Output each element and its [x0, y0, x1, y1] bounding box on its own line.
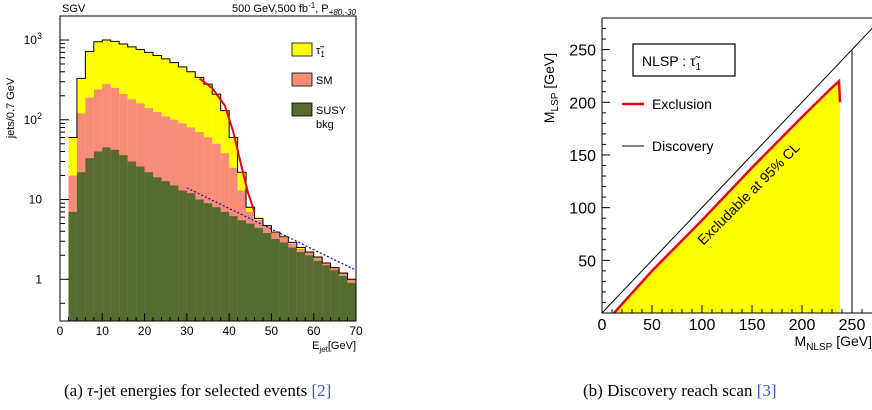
- histogram-bar-susy-bkg: [347, 282, 356, 321]
- x-tick-label: 70: [349, 324, 363, 338]
- histogram-bar-susy-bkg: [322, 265, 331, 321]
- histogram-bar-susy-bkg: [271, 239, 280, 321]
- x-tick-label: 0: [57, 324, 64, 338]
- x-tick-label: 10: [96, 324, 110, 338]
- histogram-bar-susy-bkg: [220, 211, 230, 321]
- legend-label-exclusion: Exclusion: [652, 96, 712, 112]
- histogram-bar-susy-bkg: [119, 155, 128, 321]
- caption-a: (a) τ-jet energies for selected events […: [64, 381, 332, 400]
- kinematic-diagonal: [601, 28, 872, 314]
- x-tick-label: 50: [265, 324, 279, 338]
- x-tick-label: 20: [138, 324, 152, 338]
- x-tick-label: 50: [643, 317, 661, 334]
- y-tick-label: 102: [24, 111, 42, 127]
- y-tick-label: 50: [578, 253, 596, 270]
- generator-label: SGV: [62, 3, 86, 15]
- histogram-bar-susy-bkg: [76, 172, 86, 321]
- histogram-bar-susy-bkg: [186, 193, 196, 321]
- y-tick-label: 150: [569, 148, 596, 165]
- x-tick-label: 60: [307, 324, 321, 338]
- y-axis-label: jets/0.7 GeV: [5, 77, 17, 139]
- histogram-bar-susy-bkg: [296, 251, 306, 321]
- legend-swatch-susy: [291, 102, 313, 117]
- citation-link-2[interactable]: [2]: [311, 381, 332, 400]
- run-conditions-label: 500 GeV,500 fb-1, P+80,-30: [232, 1, 357, 17]
- y-tick-label: 200: [569, 95, 596, 112]
- x-tick-label: 100: [689, 317, 716, 334]
- histogram-bar-susy-bkg: [246, 223, 255, 321]
- x-tick-label: 200: [789, 317, 816, 334]
- histogram-bar-susy-bkg: [203, 203, 213, 321]
- histogram-bar-susy-bkg: [136, 166, 145, 321]
- y-tick-label: 250: [569, 43, 596, 60]
- histogram-bar-susy-bkg: [305, 255, 314, 321]
- axis-ticks: 0 50 100 150 200 250 50 100 150 200 250: [569, 28, 866, 334]
- endpoint-fit-line: [198, 77, 256, 213]
- x-tick-label: 250: [839, 317, 866, 334]
- y-axis-label: MLSP [GeV]: [541, 53, 561, 123]
- x-axis-label: MNLSP [GeV]: [795, 333, 872, 353]
- histogram-bar-susy-bkg: [127, 161, 137, 321]
- histogram-bars: [68, 40, 356, 322]
- x-tick-label: 30: [180, 324, 194, 338]
- exclusion-region: [601, 28, 872, 314]
- histogram-bar-susy-bkg: [178, 190, 187, 321]
- histogram-bar-susy-bkg: [212, 207, 221, 321]
- histogram-bar-susy-bkg: [85, 158, 94, 321]
- legend: τ̃1 SM SUSY bkg: [291, 42, 347, 131]
- legend-swatch-stau: [291, 42, 313, 57]
- legend-label-susy: SUSY: [316, 105, 347, 117]
- legend-swatch-sm: [291, 72, 313, 87]
- histogram-bar-susy-bkg: [262, 233, 272, 321]
- histogram-bar-susy-bkg: [330, 270, 340, 321]
- y-tick-label: 103: [24, 31, 42, 47]
- caption-b: (b) Discovery reach scan [3]: [583, 381, 777, 400]
- histogram-bar-susy-bkg: [195, 199, 204, 321]
- legend: Exclusion Discovery: [622, 96, 713, 154]
- histogram-bar-susy-bkg: [229, 216, 238, 321]
- histogram-bar-susy-bkg: [68, 211, 77, 321]
- background-fit-line: [186, 187, 357, 271]
- exclusion-contour: [613, 78, 842, 314]
- overlay-lines: [68, 39, 357, 280]
- histogram-bar-susy-bkg: [254, 227, 263, 321]
- histogram-bar-susy-bkg: [102, 147, 111, 321]
- histogram-bar-susy-bkg: [288, 247, 297, 321]
- histogram-bar-susy-bkg: [110, 149, 120, 321]
- histogram-bar-susy-bkg: [93, 151, 103, 321]
- histogram-bar-susy-bkg: [161, 181, 170, 321]
- legend-label-sm: SM: [316, 75, 333, 87]
- y-tick-label: 1: [35, 272, 42, 286]
- legend-label-discovery: Discovery: [652, 138, 713, 154]
- histogram-bar-susy-bkg: [169, 185, 179, 321]
- excludable-fill: [614, 81, 840, 313]
- y-tick-label: 100: [569, 201, 596, 218]
- histogram-bar-susy-bkg: [313, 260, 323, 321]
- x-tick-label: 40: [222, 324, 236, 338]
- nlsp-label: NLSP : τ̃1: [642, 53, 702, 73]
- histogram-bar-susy-bkg: [153, 177, 162, 321]
- histogram-bar-susy-bkg: [339, 275, 348, 321]
- histogram-bar-susy-bkg: [279, 242, 289, 321]
- nlsp-label-box: [632, 43, 736, 77]
- y-tick-label: 10: [29, 193, 43, 207]
- x-tick-label: 150: [739, 317, 766, 334]
- legend-label-stau: τ̃1: [316, 45, 325, 59]
- histogram-bar-susy-bkg: [237, 220, 247, 321]
- x-tick-label: 0: [598, 317, 607, 334]
- x-axis-label: Ejet[GeV]: [312, 340, 356, 354]
- histogram-bar-susy-bkg: [144, 172, 154, 321]
- citation-link-3[interactable]: [3]: [756, 381, 777, 400]
- legend-label-susy-line2: bkg: [316, 119, 334, 131]
